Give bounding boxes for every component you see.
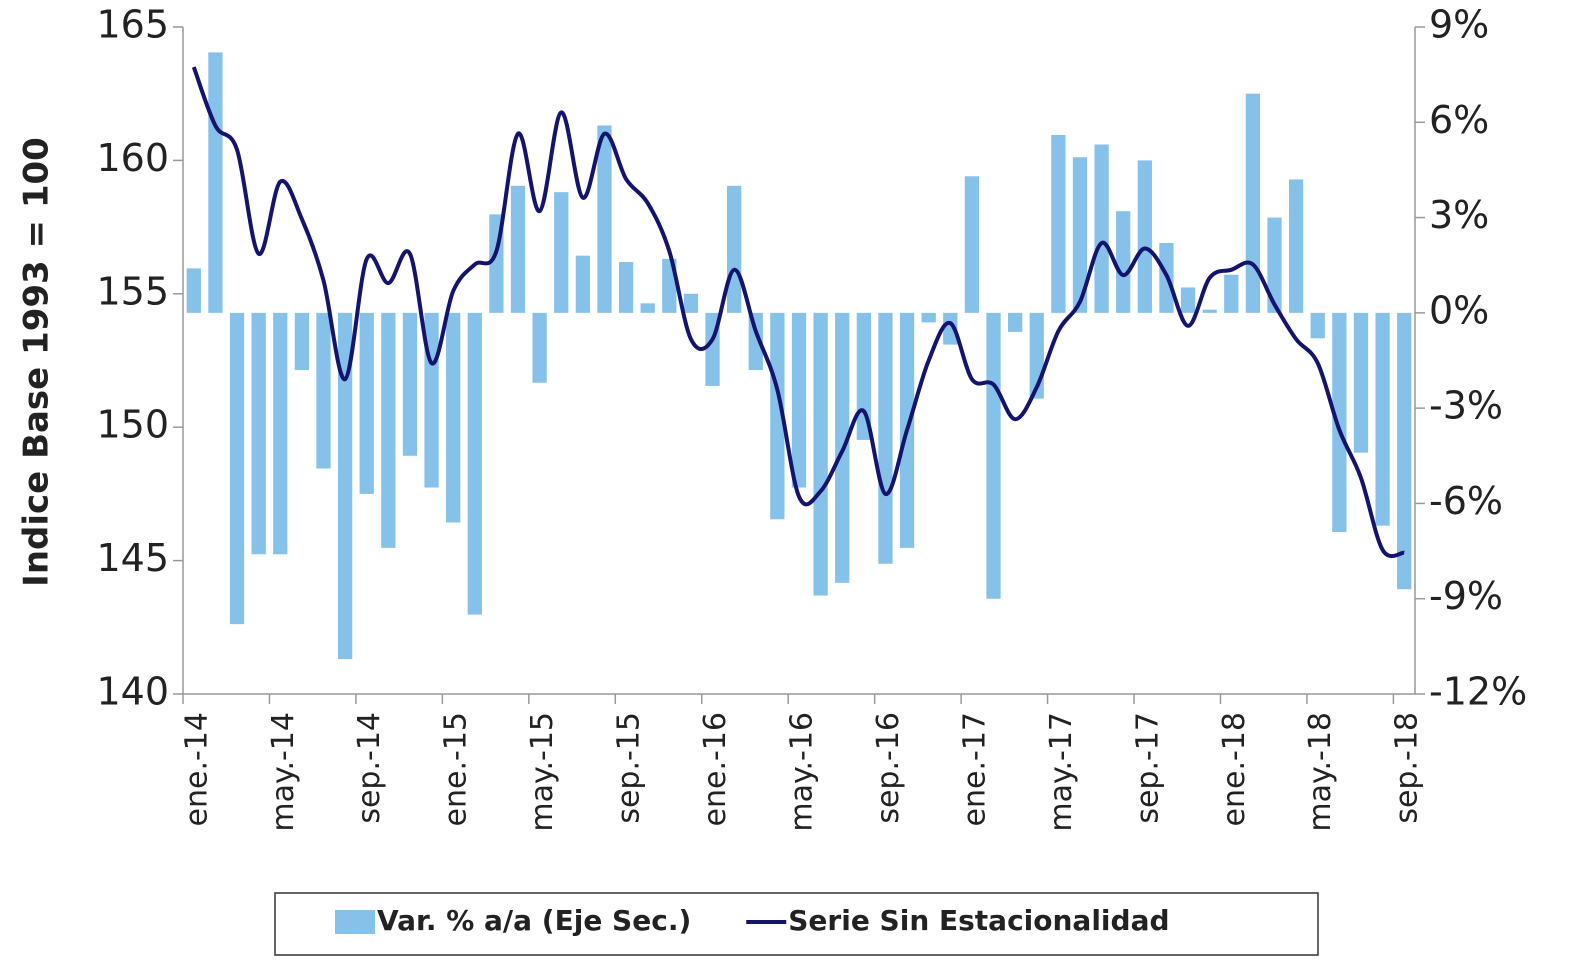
y-axis-title: Indice Base 1993 = 100 xyxy=(17,137,57,587)
y-tick-label: 155 xyxy=(96,269,169,313)
y2-tick-label: 3% xyxy=(1429,193,1489,237)
bar xyxy=(446,312,461,523)
bar xyxy=(208,52,223,313)
bar xyxy=(964,176,980,313)
bar xyxy=(770,312,785,520)
bar xyxy=(1202,309,1217,313)
bar xyxy=(878,312,893,564)
bar xyxy=(1072,157,1088,313)
x-tick-label: ene.-16 xyxy=(698,712,733,826)
bar xyxy=(229,312,245,625)
bar xyxy=(1397,312,1412,590)
bar xyxy=(986,312,1001,599)
bar xyxy=(510,185,526,313)
legend-box xyxy=(274,892,1319,956)
bar xyxy=(402,312,418,456)
bar xyxy=(316,312,331,469)
bar xyxy=(791,312,807,488)
y2-tick-label: 9% xyxy=(1429,3,1489,47)
bar xyxy=(856,312,871,440)
bar xyxy=(727,185,742,313)
x-tick-label: sep.-15 xyxy=(612,712,647,824)
legend-label: Var. % a/a (Eje Sec.) xyxy=(377,904,691,937)
y2-tick-label: -3% xyxy=(1429,384,1503,428)
legend-label: Serie Sin Estacionalidad xyxy=(788,904,1169,937)
bar xyxy=(251,312,266,555)
line xyxy=(191,66,1405,559)
x-tick-label: ene.-18 xyxy=(1217,712,1252,826)
bar xyxy=(813,312,828,596)
bar xyxy=(1310,312,1325,339)
bar xyxy=(1245,93,1261,313)
bar xyxy=(618,262,634,313)
y-tick-label: 150 xyxy=(96,403,169,447)
y2-tick-label: -12% xyxy=(1429,670,1527,714)
x-tick-label: ene.-17 xyxy=(957,712,992,826)
bar xyxy=(597,125,612,313)
bar xyxy=(1224,274,1239,313)
bar xyxy=(359,312,374,494)
y-tick-label: 140 xyxy=(96,670,169,714)
bar xyxy=(683,293,699,313)
x-tick-label: may.-18 xyxy=(1303,712,1338,832)
bar xyxy=(273,312,288,555)
y-tick-label: 145 xyxy=(96,536,169,580)
bar xyxy=(1051,134,1066,313)
bar xyxy=(921,312,936,323)
x-tick-label: sep.-14 xyxy=(352,712,387,824)
x-tick-label: ene.-15 xyxy=(439,712,474,826)
x-tick-label: may.-16 xyxy=(785,712,820,832)
bar xyxy=(1375,312,1390,526)
bar xyxy=(1137,160,1152,313)
bar xyxy=(1180,287,1196,313)
x-tick-label: may.-15 xyxy=(525,712,560,832)
bar xyxy=(943,312,958,345)
bar xyxy=(554,192,569,313)
legend-swatch xyxy=(335,910,375,934)
y-tick-label: 160 xyxy=(96,136,169,180)
x-tick-label: sep.-16 xyxy=(871,712,906,824)
x-tick-label: may.-17 xyxy=(1044,712,1079,832)
bar xyxy=(467,312,482,615)
bar xyxy=(640,303,655,313)
bar xyxy=(186,268,201,313)
y-tick-label: 165 xyxy=(96,3,169,47)
bar xyxy=(1288,179,1304,313)
x-tick-label: ene.-14 xyxy=(179,712,214,826)
bar xyxy=(1094,144,1109,313)
bar xyxy=(1353,312,1369,453)
bar xyxy=(381,312,396,548)
y2-tick-label: 6% xyxy=(1429,98,1489,142)
bar xyxy=(337,312,353,660)
x-tick-label: sep.-18 xyxy=(1390,712,1425,824)
y2-tick-label: -9% xyxy=(1429,574,1503,618)
bar xyxy=(1267,217,1282,313)
bar xyxy=(532,312,547,383)
y2-tick-label: -6% xyxy=(1429,479,1503,523)
bar xyxy=(1332,312,1347,533)
bar xyxy=(748,312,763,371)
bar xyxy=(294,312,310,371)
bar xyxy=(575,255,590,313)
y2-tick-label: 0% xyxy=(1429,288,1489,332)
x-tick-label: sep.-17 xyxy=(1130,712,1165,824)
bar xyxy=(1008,312,1023,332)
x-tick-label: may.-14 xyxy=(266,712,301,832)
bar xyxy=(1116,211,1131,313)
